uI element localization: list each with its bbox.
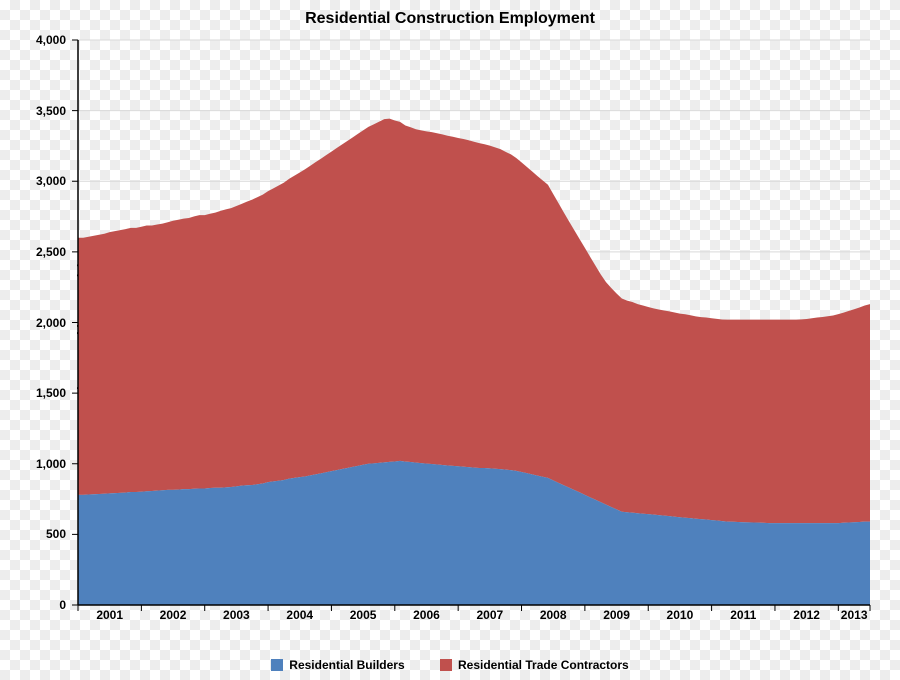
legend-swatch-builders <box>271 659 283 671</box>
y-tick-label: 4,000 <box>36 33 66 47</box>
y-tick-labels: 05001,0001,5002,0002,5003,0003,5004,000 <box>0 40 72 605</box>
x-tick-label: 2004 <box>286 608 313 622</box>
plot-area <box>78 40 870 605</box>
x-tick-label: 2011 <box>730 608 756 622</box>
legend-item-contractors: Residential Trade Contractors <box>440 658 629 672</box>
x-tick-label: 2001 <box>96 608 123 622</box>
y-tick-label: 2,500 <box>36 245 66 259</box>
y-tick-label: 1,500 <box>36 386 66 400</box>
x-tick-label: 2006 <box>413 608 440 622</box>
x-tick-label: 2010 <box>667 608 694 622</box>
x-tick-label: 2013 <box>841 608 868 622</box>
y-tick-label: 2,000 <box>36 316 66 330</box>
y-tick-label: 1,000 <box>36 457 66 471</box>
legend-label-contractors: Residential Trade Contractors <box>458 658 629 672</box>
y-tick-label: 3,500 <box>36 104 66 118</box>
chart-svg <box>78 40 870 605</box>
x-tick-label: 2009 <box>603 608 630 622</box>
y-tick-label: 3,000 <box>36 174 66 188</box>
legend-swatch-contractors <box>440 659 452 671</box>
legend-label-builders: Residential Builders <box>289 658 404 672</box>
x-tick-label: 2003 <box>223 608 250 622</box>
x-tick-labels: 2001 2002 2003 2004 2005 2006 2007 2008 2009 2010… <box>78 608 870 628</box>
y-tick-label: 0 <box>59 598 66 612</box>
chart-title: Residential Construction Employment <box>0 10 900 28</box>
x-tick-label: 2005 <box>350 608 377 622</box>
chart-legend: Residential Builders Residential Trade C… <box>0 658 900 674</box>
x-tick-label: 2008 <box>540 608 567 622</box>
x-tick-label: 2002 <box>160 608 187 622</box>
x-tick-label: 2012 <box>793 608 820 622</box>
y-tick-label: 500 <box>46 527 66 541</box>
legend-item-builders: Residential Builders <box>271 658 404 672</box>
x-tick-label: 2007 <box>476 608 503 622</box>
chart-container: Residential Construction Employment Empl… <box>0 0 900 680</box>
